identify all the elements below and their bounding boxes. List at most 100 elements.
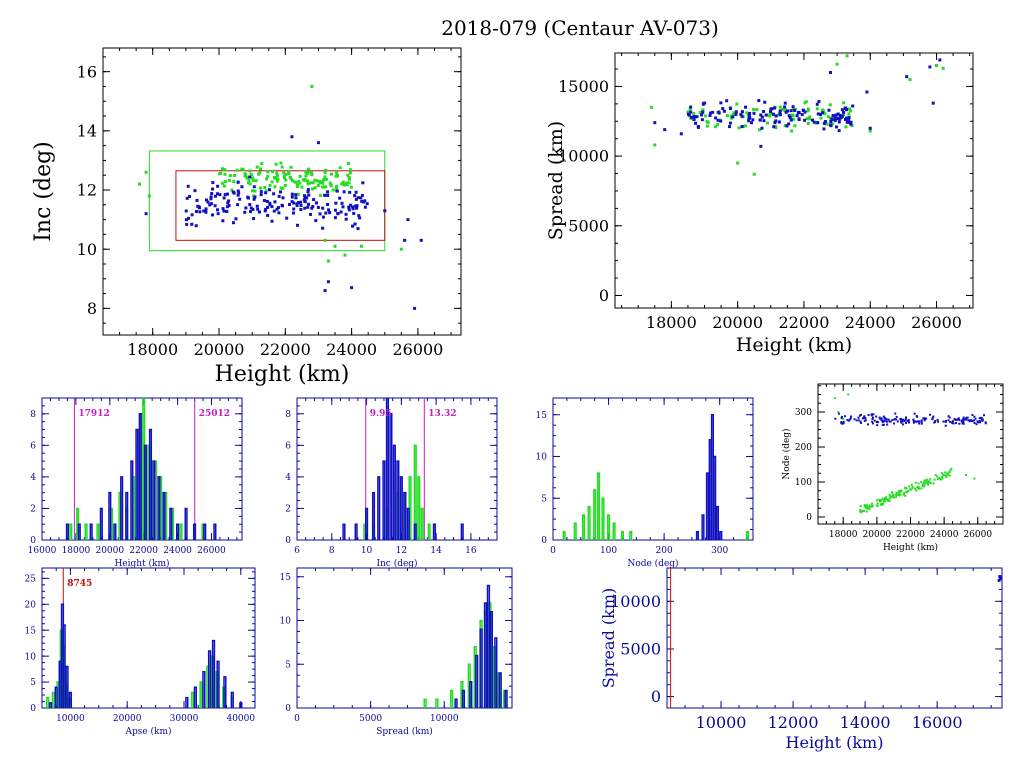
data-point-blue — [355, 206, 359, 210]
data-point-green — [941, 66, 945, 70]
data-point-green — [892, 496, 895, 499]
data-point-green — [776, 113, 780, 117]
data-point-green — [941, 473, 944, 476]
data-point-green — [247, 179, 251, 183]
histogram-bar-blue — [461, 689, 466, 708]
data-point-blue — [942, 420, 945, 423]
data-point-blue — [811, 118, 815, 122]
histogram-bar-blue — [203, 523, 207, 540]
histogram-bar-blue — [211, 639, 216, 708]
data-point-green — [318, 181, 322, 185]
data-point-blue — [830, 118, 834, 122]
data-point-green — [888, 500, 891, 503]
data-point-blue — [850, 415, 853, 418]
histogram-bar-blue — [193, 686, 197, 708]
x-tick-label: 12000 — [768, 713, 819, 732]
histogram-bar-blue — [504, 689, 508, 708]
data-point-blue — [213, 204, 217, 208]
data-point-blue — [871, 418, 874, 421]
data-point-blue — [974, 417, 977, 420]
data-point-green — [221, 167, 225, 171]
data-point-blue — [883, 420, 886, 423]
histogram-bar-blue — [715, 505, 720, 540]
data-point-green — [736, 161, 740, 165]
data-point-green — [938, 477, 941, 480]
data-point-green — [233, 174, 237, 178]
data-point-blue — [951, 420, 954, 423]
histogram-bar-green — [96, 523, 100, 540]
data-point-green — [908, 77, 912, 81]
data-point-green — [716, 123, 720, 127]
histogram-bar-blue — [125, 491, 129, 540]
data-point-green — [360, 244, 364, 248]
data-point-blue — [859, 420, 862, 423]
data-point-green — [910, 483, 913, 486]
data-point-green — [338, 166, 342, 170]
data-point-green — [911, 487, 914, 490]
data-point-green — [275, 174, 279, 178]
data-point-blue — [918, 422, 921, 425]
data-point-blue — [838, 412, 841, 415]
data-point-blue — [885, 418, 888, 421]
data-point-green — [865, 510, 868, 513]
data-point-green — [859, 505, 862, 508]
data-point-green — [290, 179, 294, 183]
data-point-blue — [403, 238, 407, 242]
data-point-blue — [752, 111, 756, 115]
data-point-blue — [973, 415, 976, 418]
data-point-blue — [208, 203, 212, 207]
data-point-blue — [700, 113, 704, 117]
data-point-blue — [294, 196, 298, 200]
data-point-blue — [358, 216, 362, 220]
y-tick-label: 16 — [77, 62, 97, 81]
data-point-blue — [777, 120, 781, 124]
data-point-blue — [728, 121, 732, 125]
data-point-green — [890, 491, 893, 494]
data-point-blue — [700, 118, 704, 122]
data-point-blue — [184, 209, 188, 213]
data-point-blue — [259, 190, 263, 194]
chart-height-hist: 16000 18000 20000 22000 24000 26000 0 2 4 6 8 Heigh… — [28, 397, 243, 569]
data-point-green — [926, 478, 929, 481]
data-point-blue — [908, 421, 911, 424]
data-point-blue — [336, 212, 340, 216]
data-point-blue — [226, 201, 230, 205]
data-point-green — [783, 123, 787, 127]
histogram-bar-green — [573, 522, 577, 540]
data-point-blue — [759, 144, 763, 148]
x-tick-label: 300 — [711, 546, 728, 556]
data-point-blue — [306, 190, 310, 194]
plot-frame — [102, 47, 462, 336]
data-point-green — [908, 485, 911, 488]
histogram-bar-blue — [138, 413, 142, 540]
data-point-blue — [236, 203, 240, 207]
data-point-green — [324, 177, 328, 181]
data-point-green — [866, 505, 869, 508]
data-point-blue — [719, 101, 723, 105]
data-point-green — [808, 117, 812, 121]
data-point-green — [868, 507, 871, 510]
chart-spread-hist: 0 5000 10000 0 5 10 15 Spread (km) — [280, 567, 513, 737]
data-point-green — [653, 143, 657, 147]
y-tick-label: 300 — [795, 408, 812, 418]
histogram-bar-green — [420, 507, 424, 540]
data-point-green — [915, 489, 918, 492]
data-point-blue — [914, 420, 917, 423]
data-point-blue — [695, 115, 699, 119]
data-point-green — [745, 111, 749, 115]
histogram-bar-blue — [230, 691, 234, 708]
plot-area — [670, 568, 1002, 708]
data-point-green — [888, 494, 891, 497]
data-point-blue — [834, 113, 838, 117]
data-point-green — [926, 481, 929, 484]
data-point-blue — [860, 422, 863, 425]
histogram-bar-blue — [460, 523, 464, 540]
histogram-bar-blue — [99, 507, 103, 540]
data-point-blue — [193, 189, 197, 193]
data-point-green — [313, 186, 317, 190]
data-point-blue — [226, 192, 230, 196]
histogram-bar-blue — [392, 444, 396, 540]
data-point-green — [842, 112, 846, 116]
data-point-blue — [912, 421, 915, 424]
data-point-green — [875, 504, 878, 507]
